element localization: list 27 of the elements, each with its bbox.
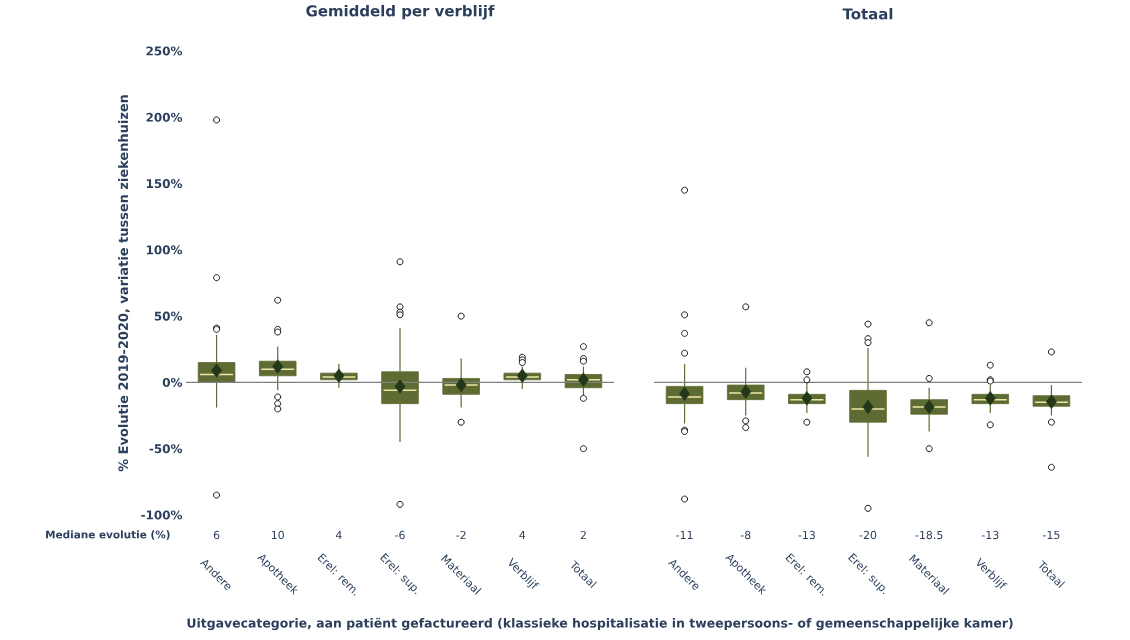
text: 2 (580, 530, 586, 540)
text: -2 (456, 530, 466, 540)
text: 4 (335, 530, 342, 539)
text: -6 (395, 530, 405, 540)
y-tick-label: 200% (146, 112, 183, 122)
y-tick-label: 150% (146, 179, 183, 189)
text: -20 (859, 530, 877, 540)
text: 4 (519, 530, 526, 539)
chart-title: Totaal (842, 7, 893, 20)
y-tick-label: 0% (162, 377, 183, 387)
text: -18.5 (915, 530, 943, 540)
y-tick-label: 250% (146, 46, 183, 56)
x-axis-title: Uitgavecategorie, aan patiënt gefactureerd (klassieke hospitalisatie in tweepersoons- of gemeenschappelijke kamer) (187, 617, 1013, 631)
text: 10 (271, 530, 284, 540)
chart-title: Gemiddeld per verblijf (306, 4, 495, 20)
text: -13 (798, 530, 815, 540)
text: -13 (981, 530, 999, 540)
y-tick-label: 100% (146, 245, 183, 255)
text: -15 (1043, 530, 1060, 540)
text: -11 (676, 530, 693, 539)
y-tick-label: -100% (141, 510, 183, 520)
text: 6 (213, 530, 220, 540)
y-axis-title: % Evolutie 2019-2020, variatie tussen ziekenhuizen (118, 95, 130, 472)
text: Mediane evolutie (%) (46, 530, 170, 540)
text: -8 (740, 530, 751, 540)
y-tick-label: 50% (154, 311, 183, 321)
y-tick-label: -50% (149, 444, 183, 454)
